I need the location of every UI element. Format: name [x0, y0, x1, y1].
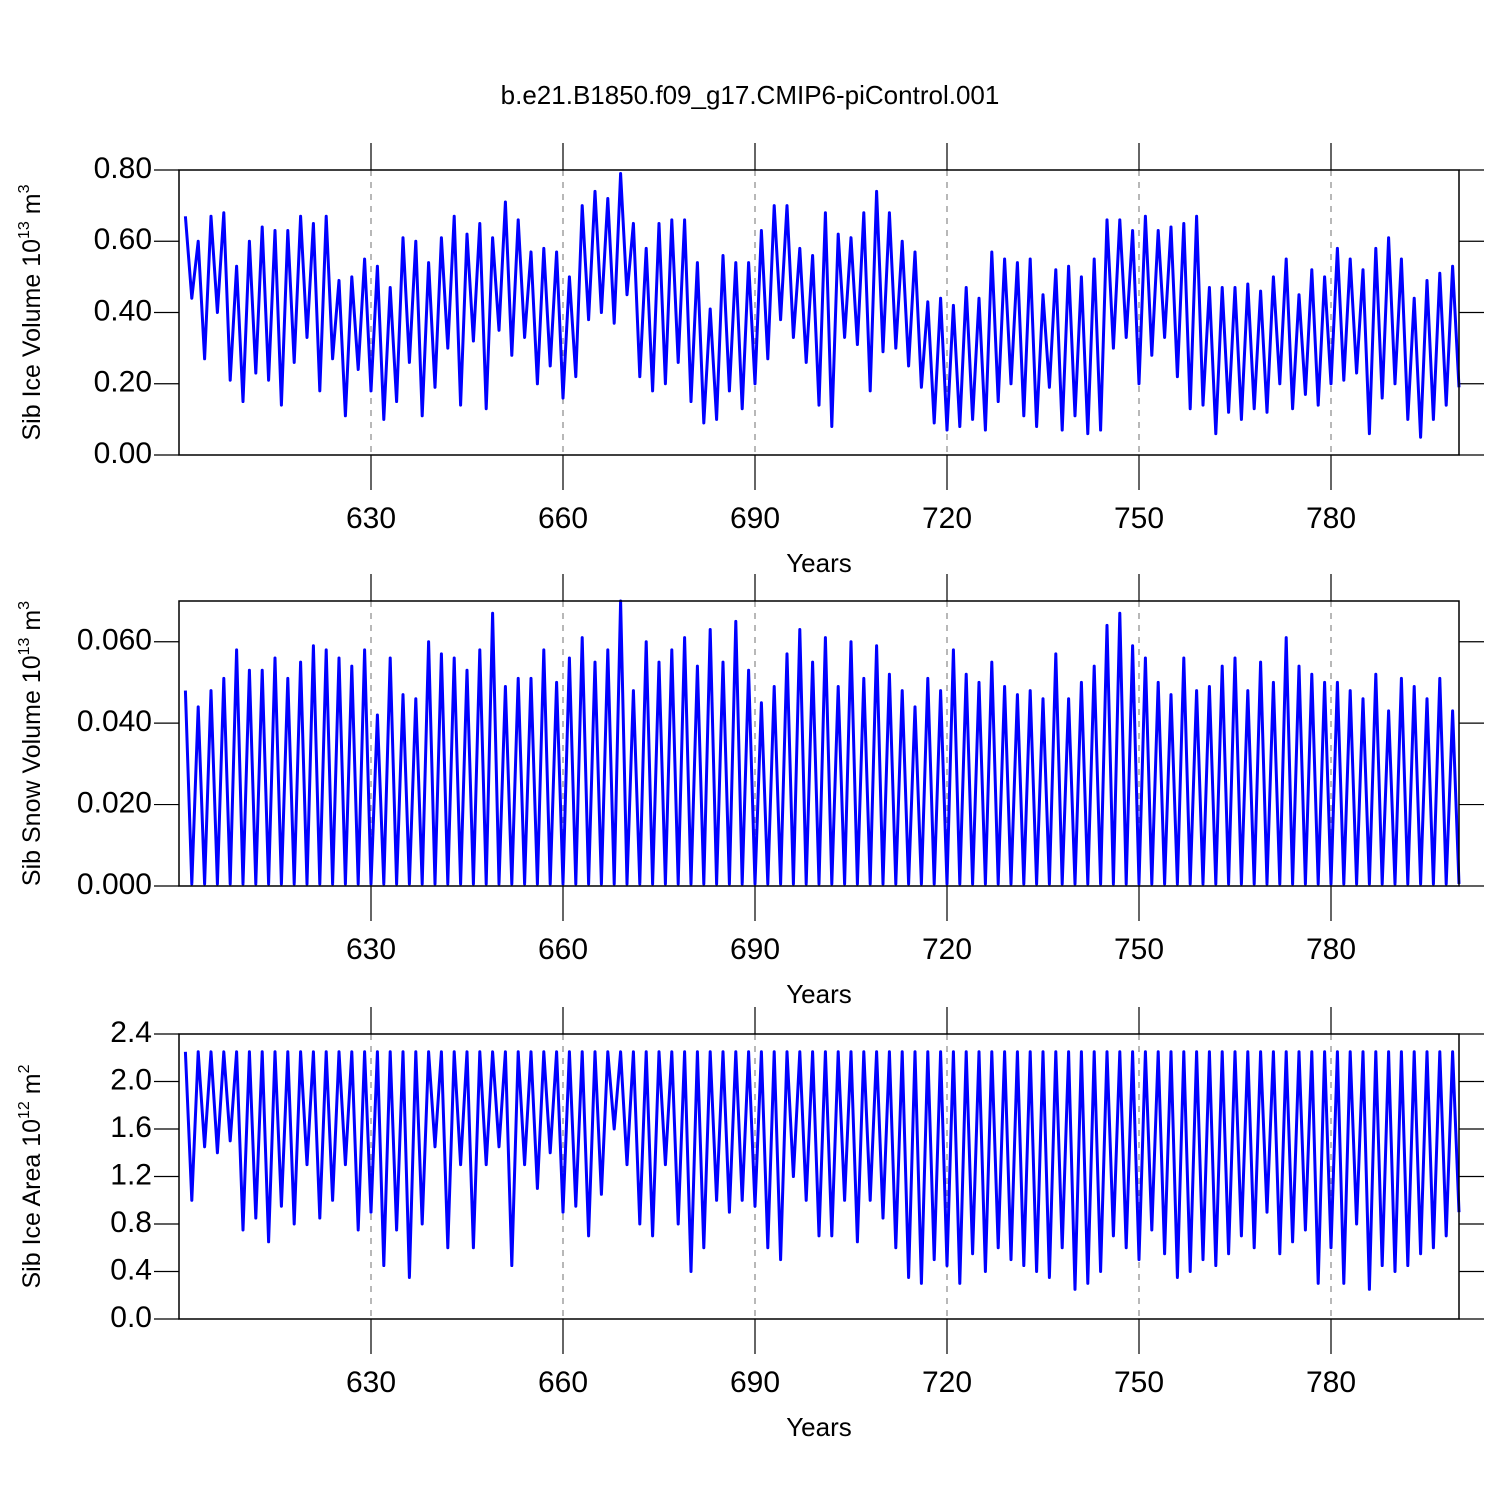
x-tick-label: 720: [922, 1366, 972, 1399]
x-tick-label: 630: [346, 502, 396, 535]
y-axis-label-superscript: 2: [16, 1064, 33, 1073]
y-tick-label: 0.060: [77, 624, 152, 657]
y-tick-label: 0.60: [94, 223, 152, 256]
x-tick-label: 750: [1114, 933, 1164, 966]
y-tick-label: 0.000: [77, 868, 152, 901]
x-tick-label: 690: [730, 1366, 780, 1399]
y-axis-label-part: m: [18, 1073, 46, 1101]
y-axis-label-superscript: 3: [16, 601, 33, 610]
x-axis-label: Years: [786, 548, 852, 578]
y-tick-label: 0.020: [77, 786, 152, 819]
data-line: [183, 172, 1461, 439]
y-axis-label-part: Sib Ice Area 10: [18, 1119, 46, 1289]
x-tick-label: 690: [730, 933, 780, 966]
y-axis-label-part: Sib Ice Volume 10: [18, 239, 46, 441]
plot-frame: [178, 169, 1460, 456]
x-tick-label: 750: [1114, 502, 1164, 535]
x-axis-label: Years: [786, 1412, 852, 1442]
x-tick-label: 720: [922, 502, 972, 535]
y-tick-label: 2.4: [110, 1016, 152, 1049]
y-axis-label-part: m: [18, 610, 46, 638]
y-axis-label: Sib Ice Volume 1013 m3: [16, 184, 46, 440]
y-tick-label: 0.00: [94, 437, 152, 470]
y-tick-label: 0.040: [77, 705, 152, 738]
y-axis-label: Sib Ice Area 1012 m2: [16, 1064, 46, 1288]
plot-frame: [178, 600, 1460, 887]
x-tick-label: 780: [1306, 933, 1356, 966]
y-tick-label: 2.0: [110, 1063, 152, 1096]
y-tick-label: 0.0: [110, 1301, 152, 1334]
x-tick-label: 630: [346, 1366, 396, 1399]
x-tick-label: 660: [538, 933, 588, 966]
y-axis-label-superscript: 13: [16, 221, 33, 239]
figure-title: b.e21.B1850.f09_g17.CMIP6-piControl.001: [501, 80, 1000, 110]
y-tick-label: 0.8: [110, 1206, 152, 1239]
x-tick-label: 720: [922, 933, 972, 966]
x-tick-label: 780: [1306, 502, 1356, 535]
y-tick-label: 0.40: [94, 294, 152, 327]
x-tick-label: 690: [730, 502, 780, 535]
x-tick-label: 780: [1306, 1366, 1356, 1399]
data-line: [183, 599, 1461, 886]
y-axis-label: Sib Snow Volume 1013 m3: [16, 601, 46, 886]
y-axis-label-superscript: 3: [16, 184, 33, 193]
y-axis-label-part: m: [18, 193, 46, 221]
y-axis-label-superscript: 13: [16, 637, 33, 655]
x-tick-label: 630: [346, 933, 396, 966]
y-axis-label-superscript: 12: [16, 1101, 33, 1119]
data-line: [183, 1050, 1461, 1291]
y-axis-label-part: Sib Snow Volume 10: [18, 655, 46, 886]
y-tick-label: 1.2: [110, 1158, 152, 1191]
x-tick-label: 660: [538, 1366, 588, 1399]
y-tick-label: 0.80: [94, 152, 152, 185]
plot-frame: [178, 1033, 1460, 1320]
y-tick-label: 0.4: [110, 1253, 152, 1286]
x-axis-label: Years: [786, 979, 852, 1009]
x-tick-label: 660: [538, 502, 588, 535]
x-tick-label: 750: [1114, 1366, 1164, 1399]
y-tick-label: 1.6: [110, 1111, 152, 1144]
y-tick-label: 0.20: [94, 366, 152, 399]
